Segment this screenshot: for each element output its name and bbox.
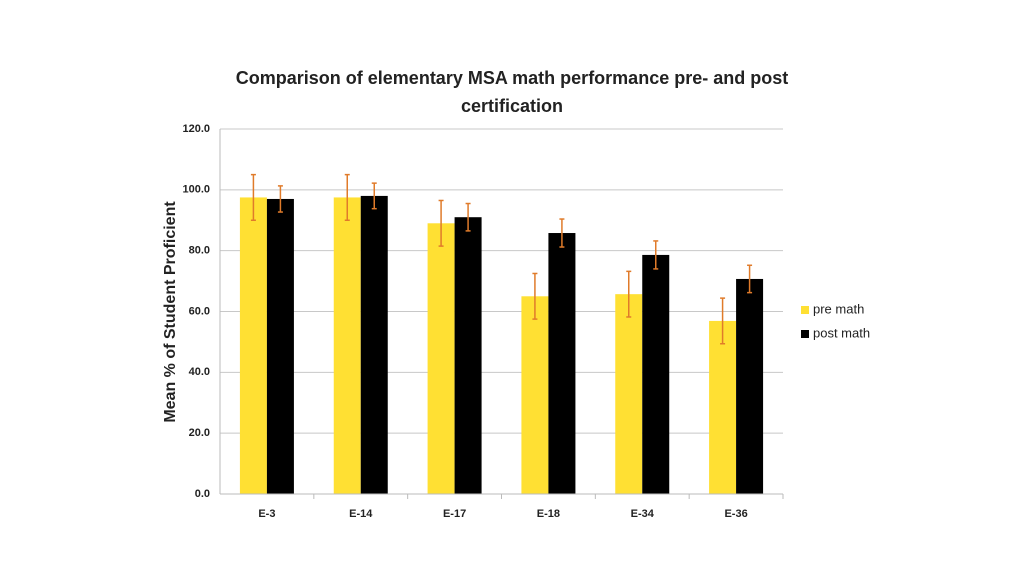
bar [454,217,482,495]
error-bar [720,297,726,345]
bar [239,197,267,494]
y-tick-label: 40.0 [189,366,210,378]
y-tick-label: 100.0 [182,184,210,196]
error-bar [747,264,753,294]
bar [615,294,643,494]
legend-label: pre math [813,301,864,316]
y-tick-label: 60.0 [189,305,210,317]
bar [360,195,388,494]
error-bar [250,173,256,221]
y-tick-label: 20.0 [189,427,210,439]
bar [548,233,576,494]
y-tick-label: 120.0 [182,123,210,135]
legend-swatch [801,330,809,338]
y-axis-label: Mean % of Student Proficient [162,201,179,423]
x-tick-label: E-36 [724,508,747,520]
error-bar [465,202,471,232]
x-tick-label: E-34 [631,508,655,520]
chart-title: Comparison of elementary MSA math perfor… [235,68,789,116]
bar [736,278,764,494]
error-bar [438,199,444,247]
bar [521,296,549,494]
error-bar [626,270,632,318]
bar [427,223,455,494]
y-tick-label: 80.0 [189,245,210,257]
x-tick-label: E-18 [537,508,560,520]
bar [333,197,361,494]
legend-label: post math [813,325,870,340]
error-bar [559,218,565,248]
error-bar [277,185,283,213]
y-tick-label: 0.0 [195,488,210,500]
legend-swatch [801,306,809,314]
x-tick-label: E-17 [443,508,466,520]
x-tick-label: E-14 [349,508,373,520]
error-bar [653,240,659,270]
bar [266,198,294,495]
error-bar [371,182,377,210]
bar [642,254,670,494]
error-bar [344,173,350,221]
bar [709,320,737,494]
x-tick-label: E-3 [258,508,275,520]
error-bar [532,272,538,320]
